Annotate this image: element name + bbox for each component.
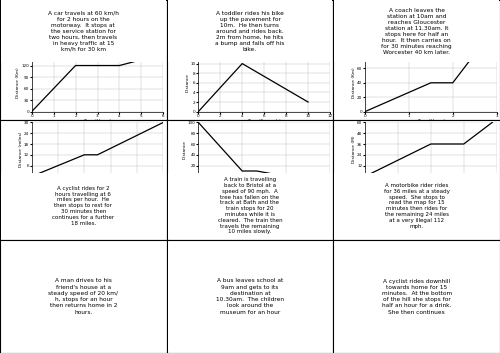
Text: A motorbike rider rides
for 36 miles at a steady
speed.  She stops to
read the m: A motorbike rider rides for 36 miles at … [384,183,450,229]
Text: A bus leaves school at
9am and gets to its
destination at
10.30am.  The children: A bus leaves school at 9am and gets to i… [216,279,284,315]
X-axis label: Time (Hours): Time (Hours) [250,184,278,188]
X-axis label: Time (Mins): Time (Mins) [418,184,444,188]
Text: A coach leaves the
station at 10am and
reaches Gloucester
station at 11.30am. It: A coach leaves the station at 10am and r… [382,8,452,55]
Text: A man drives to his
friend's house at a
steady speed of 20 km/
h, stops for an h: A man drives to his friend's house at a … [48,279,118,315]
Text: A car travels at 60 km/h
for 2 hours on the
motorway.  It stops at
the service s: A car travels at 60 km/h for 2 hours on … [48,11,119,52]
Y-axis label: Distance: Distance [186,73,190,92]
Y-axis label: Distance (miles): Distance (miles) [19,132,23,167]
X-axis label: Time (Hours): Time (Hours) [417,119,445,123]
Y-axis label: Distance: Distance [183,140,187,159]
Y-axis label: Distance (Km): Distance (Km) [352,67,356,98]
X-axis label: Time (Seconds): Time (Seconds) [248,119,281,123]
Y-axis label: Distance (Km): Distance (Km) [16,67,20,98]
Text: A toddler rides his bike
up the pavement for
10m.  He then turns
around and ride: A toddler rides his bike up the pavement… [216,11,284,52]
Text: A train is travelling
back to Bristol at a
speed of 90 mph.  A
tree has fallen o: A train is travelling back to Bristol at… [218,177,282,234]
X-axis label: Time (Hours): Time (Hours) [84,119,112,123]
X-axis label: Time (Hours): Time (Hours) [84,184,112,188]
Text: A cyclist rides for 2
hours travelling at 6
miles per hour.  He
then stops to re: A cyclist rides for 2 hours travelling a… [52,186,114,226]
Y-axis label: Distance (M): Distance (M) [352,136,356,163]
Text: A cyclist rides downhill
towards home for 15
minutes.  At the bottom
of the hill: A cyclist rides downhill towards home fo… [382,279,452,315]
